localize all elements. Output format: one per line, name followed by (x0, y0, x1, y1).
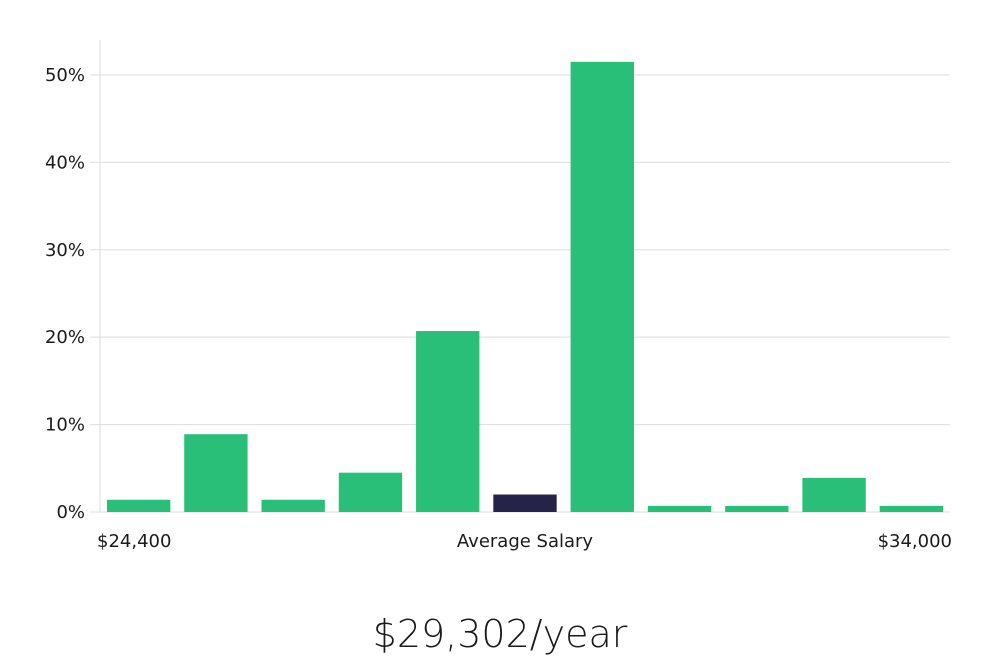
y-tick-label-50: 50% (45, 65, 85, 86)
bar-2 (261, 499, 325, 512)
chart-svg: 0% 10% 20% 30% 40% 50% $24,400 Average Salary $3… (45, 40, 952, 552)
x-label-average: Average Salary (457, 531, 594, 552)
bar-5 (493, 494, 557, 512)
bar-6 (570, 61, 634, 512)
bar-8 (725, 505, 789, 512)
y-tick-label-40: 40% (45, 152, 85, 173)
bar-1 (184, 434, 248, 512)
y-tick-label-10: 10% (45, 415, 85, 436)
bar-0 (106, 499, 171, 512)
x-label-min: $24,400 (97, 531, 171, 552)
bar-4 (416, 331, 480, 512)
average-salary-value: $29,302/year (372, 612, 628, 656)
y-tick-label-0: 0% (56, 502, 85, 523)
y-tick-label-20: 20% (45, 327, 85, 348)
bar-10 (879, 505, 944, 512)
y-tick-label-30: 30% (45, 240, 85, 261)
bar-9 (802, 477, 866, 512)
x-label-max: $34,000 (878, 531, 952, 552)
bar-7 (647, 505, 712, 512)
bar-3 (338, 472, 403, 512)
